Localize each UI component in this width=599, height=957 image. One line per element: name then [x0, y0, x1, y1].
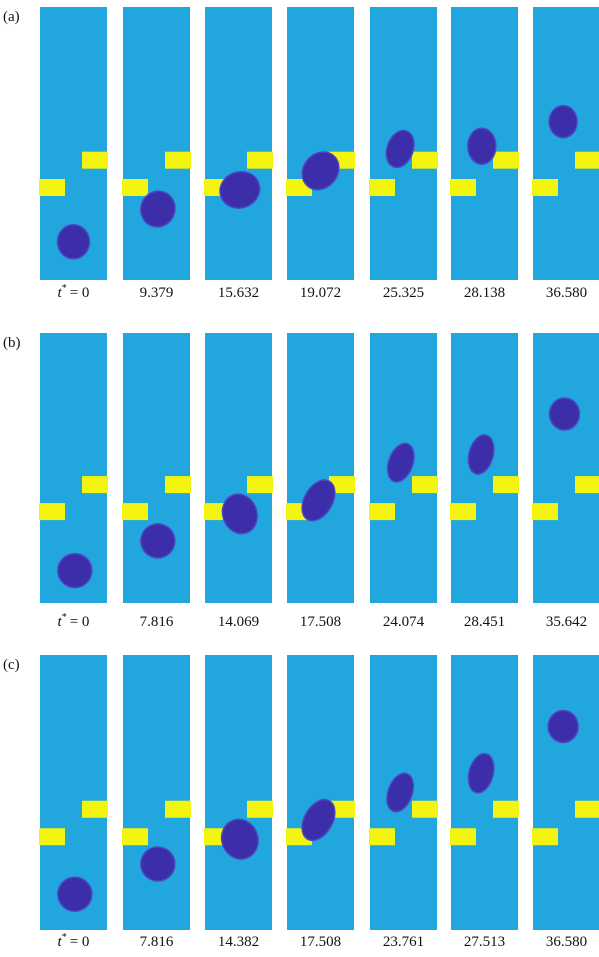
panel-label: (c) [3, 657, 20, 673]
rest: = 0 [70, 285, 90, 301]
frame [205, 333, 272, 603]
obstacle [122, 179, 148, 196]
obstacle [493, 152, 519, 169]
frame [451, 655, 518, 930]
obstacle [412, 476, 438, 493]
time-label: 14.382 [218, 934, 259, 950]
time-label: 36.580 [546, 934, 587, 950]
superscript: * [62, 612, 67, 623]
obstacle [247, 801, 273, 818]
time-label: 27.513 [464, 934, 505, 950]
obstacle [532, 179, 558, 196]
obstacle [165, 476, 191, 493]
time-label: 28.138 [464, 285, 505, 301]
obstacle [82, 152, 108, 169]
frame [533, 333, 599, 603]
obstacle [82, 801, 108, 818]
frame [205, 7, 272, 280]
time-label: t*= 0 [58, 612, 90, 630]
time-label: t*= 0 [58, 283, 90, 301]
time-label: 19.072 [300, 285, 341, 301]
obstacle [247, 152, 273, 169]
time-label: 15.632 [218, 285, 259, 301]
obstacle [39, 179, 65, 196]
obstacle [450, 828, 476, 845]
obstacle [82, 476, 108, 493]
panel-label: (a) [3, 9, 20, 25]
panel-label: (b) [3, 335, 21, 351]
obstacle [122, 828, 148, 845]
droplet [468, 128, 496, 164]
obstacle [412, 801, 438, 818]
obstacle [165, 801, 191, 818]
frame [533, 655, 599, 930]
droplet [549, 398, 579, 430]
time-label: 17.508 [300, 934, 341, 950]
obstacle [369, 179, 395, 196]
obstacle [575, 152, 599, 169]
figure: (a) t*= 0 9.379 15.632 19.072 25.325 28.138 36.… [0, 0, 599, 957]
panel: (c) t*= 0 7.816 14.382 17.508 23.761 27.513 36.… [3, 655, 599, 950]
rest: = 0 [70, 934, 90, 950]
time-label: 36.580 [546, 285, 587, 301]
time-label: 17.508 [300, 614, 341, 630]
frame [123, 7, 190, 280]
droplet [549, 106, 577, 138]
obstacle [532, 828, 558, 845]
superscript: * [62, 932, 67, 943]
frame [205, 655, 272, 930]
obstacle [412, 152, 438, 169]
droplet [58, 877, 92, 911]
frame [287, 7, 354, 280]
frame [287, 655, 354, 930]
frame [123, 655, 190, 930]
panel: (a) t*= 0 9.379 15.632 19.072 25.325 28.138 36.… [3, 7, 599, 301]
droplet [548, 711, 578, 743]
obstacle [493, 801, 519, 818]
frame [123, 333, 190, 603]
frame [533, 7, 599, 280]
time-label: 7.816 [140, 614, 174, 630]
time-label: t*= 0 [58, 932, 90, 950]
time-label: 7.816 [140, 934, 174, 950]
rest: = 0 [70, 614, 90, 630]
time-label: 9.379 [140, 285, 174, 301]
obstacle [493, 476, 519, 493]
obstacle [369, 503, 395, 520]
droplet [58, 554, 92, 588]
superscript: * [62, 283, 67, 294]
droplet [58, 225, 90, 259]
obstacle [39, 503, 65, 520]
obstacle [39, 828, 65, 845]
obstacle [122, 503, 148, 520]
time-label: 35.642 [546, 614, 587, 630]
time-label: 28.451 [464, 614, 505, 630]
frame [287, 333, 354, 603]
obstacle [450, 179, 476, 196]
obstacle [575, 801, 599, 818]
obstacle [247, 476, 273, 493]
obstacle [165, 152, 191, 169]
panel: (b) t*= 0 7.816 14.069 17.508 24.074 28.451 35.… [3, 333, 599, 630]
obstacle [575, 476, 599, 493]
obstacle [532, 503, 558, 520]
time-label: 23.761 [383, 934, 424, 950]
time-label: 25.325 [383, 285, 424, 301]
obstacle [369, 828, 395, 845]
time-label: 14.069 [218, 614, 259, 630]
time-label: 24.074 [383, 614, 425, 630]
obstacle [450, 503, 476, 520]
